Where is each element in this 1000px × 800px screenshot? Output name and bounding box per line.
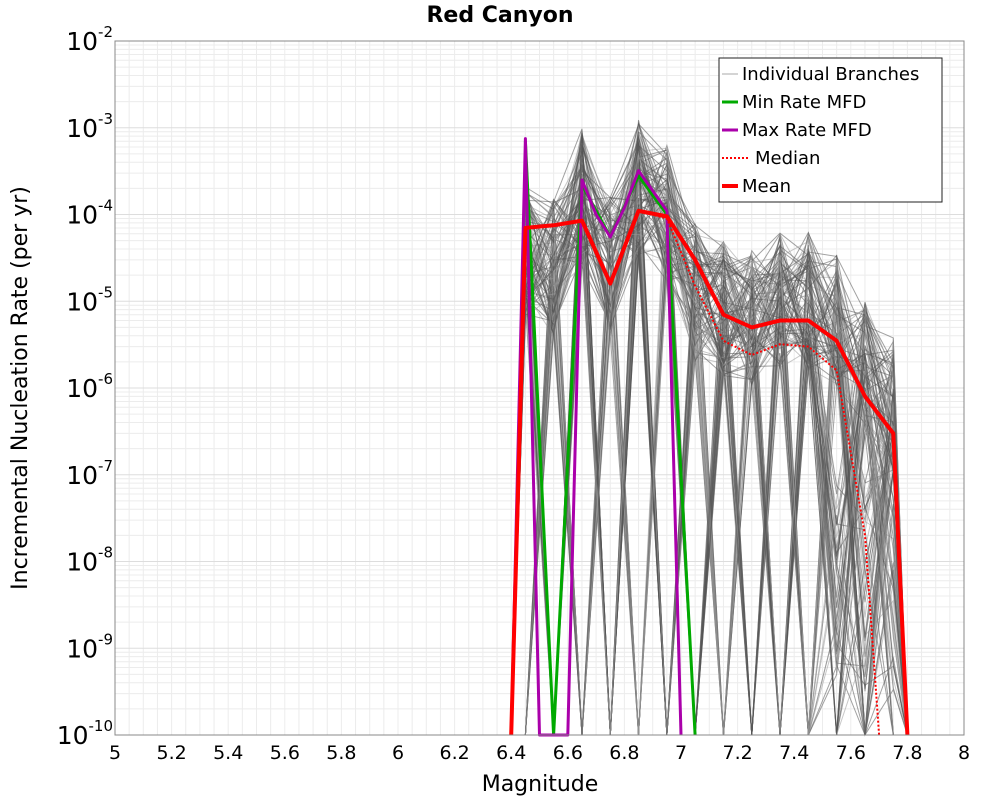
x-tick-label: 7.2 <box>722 742 752 764</box>
x-tick-label: 6.8 <box>609 742 639 764</box>
branch-line <box>511 194 908 736</box>
series-line-max-rate-mfd <box>509 137 683 737</box>
y-tick-label: 10-7 <box>66 457 113 490</box>
branch-line <box>510 134 908 736</box>
x-tick-label: 8 <box>958 742 970 764</box>
x-axis-label: Magnitude <box>482 772 599 797</box>
x-tick-label: 6.6 <box>553 742 583 764</box>
legend-label-min-rate: Min Rate MFD <box>742 92 866 113</box>
y-ticks: 10-2 10-3 10-4 10-5 10-6 10-7 10-8 10-9 10-10 <box>57 23 113 750</box>
branch-line <box>510 143 908 736</box>
branch-line <box>510 135 908 736</box>
y-tick-label: 10-9 <box>66 630 113 663</box>
x-tick-label: 5 <box>109 742 121 764</box>
y-axis-label: Incremental Nucleation Rate (per yr) <box>8 186 33 590</box>
y-tick-label: 10-2 <box>66 23 113 56</box>
x-tick-label: 6.2 <box>439 742 469 764</box>
x-tick-label: 7 <box>675 742 687 764</box>
y-tick-label: 10-5 <box>66 283 113 316</box>
x-tick-label: 6 <box>392 742 404 764</box>
x-tick-label: 7.4 <box>779 742 809 764</box>
branch-line <box>510 196 908 736</box>
legend-label-median: Median <box>755 148 820 169</box>
x-tick-label: 5.4 <box>213 742 243 764</box>
y-tick-label: 10-3 <box>66 110 113 143</box>
x-tick-label: 7.8 <box>892 742 922 764</box>
branch-line <box>510 200 908 736</box>
y-tick-label: 10-4 <box>66 197 113 230</box>
plot-frame <box>114 40 965 736</box>
x-tick-label: 7.6 <box>836 742 866 764</box>
x-tick-label: 6.4 <box>496 742 526 764</box>
branch-line <box>510 201 908 736</box>
legend: Individual Branches Min Rate MFD Max Rat… <box>718 57 943 203</box>
legend-label-max-rate: Max Rate MFD <box>742 120 872 141</box>
y-tick-label: 10-6 <box>66 370 113 403</box>
x-tick-label: 5.6 <box>270 742 300 764</box>
branch-line <box>510 167 908 736</box>
branch-line <box>510 197 908 736</box>
x-ticks: 5 5.2 5.4 5.6 5.8 6 6.2 6.4 6.6 6.8 7 7.2 7.4 7.6 7.8 8 <box>109 742 970 764</box>
x-tick-label: 5.8 <box>326 742 356 764</box>
y-tick-label: 10-10 <box>57 717 113 750</box>
x-tick-label: 5.2 <box>156 742 186 764</box>
legend-label-mean: Mean <box>742 176 791 197</box>
y-tick-label: 10-8 <box>66 544 113 577</box>
chart-title: Red Canyon <box>426 3 573 28</box>
series-line-mean <box>509 208 910 736</box>
legend-box <box>718 57 943 203</box>
legend-label-branches: Individual Branches <box>742 64 919 85</box>
